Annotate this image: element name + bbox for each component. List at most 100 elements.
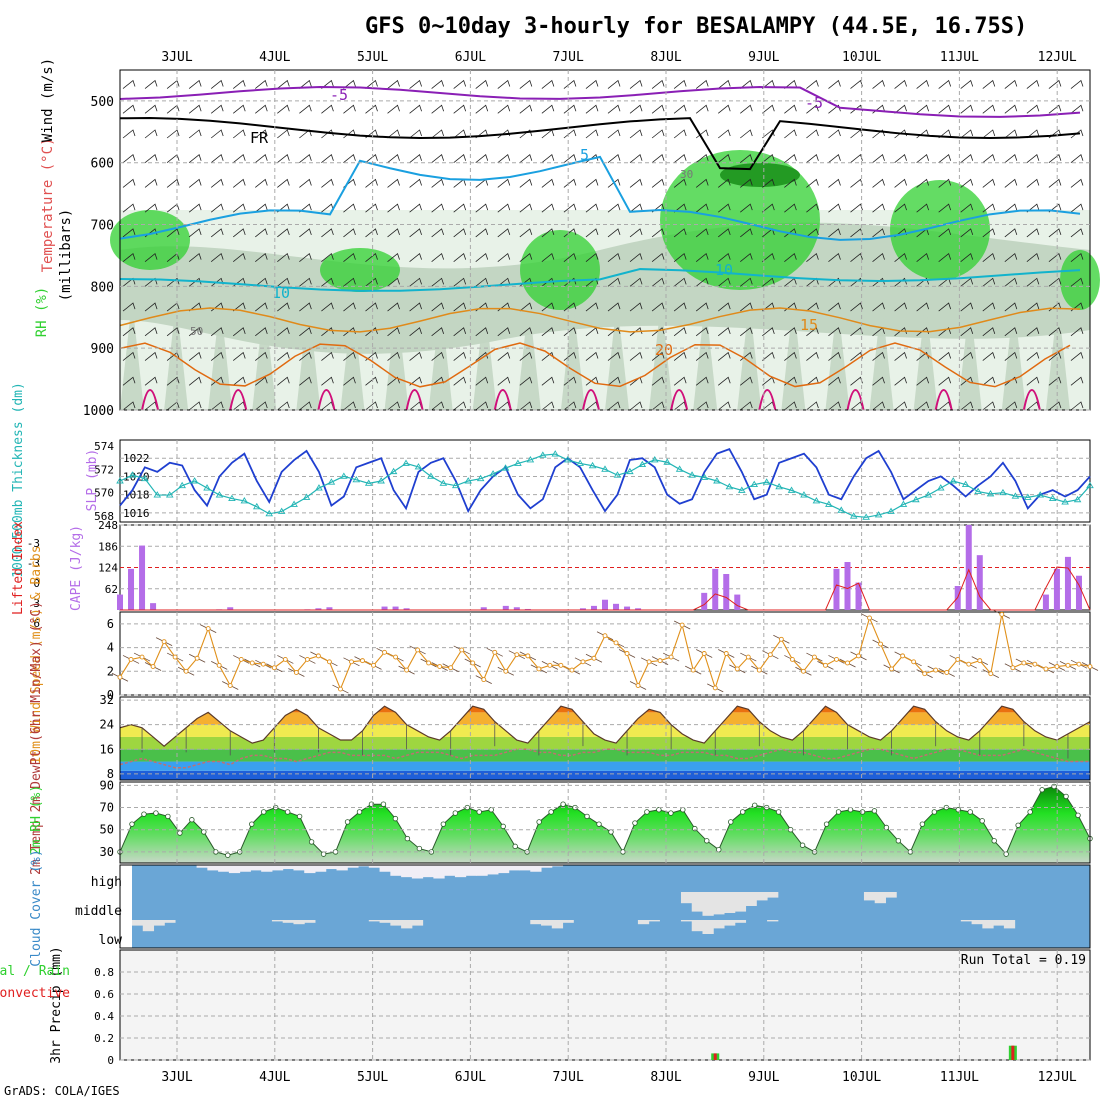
rh-marker [716, 846, 722, 853]
wind-barb [938, 327, 952, 337]
wind-barb [475, 376, 489, 386]
temp-band [120, 706, 1090, 713]
wind-speed-marker [249, 660, 255, 666]
wind-speed-marker [756, 667, 762, 673]
wind-barb [585, 129, 599, 139]
wind-barb [695, 302, 709, 312]
wind-barb [365, 154, 378, 164]
wind-barb [828, 351, 841, 361]
rh-marker [392, 815, 399, 822]
wind-barb [629, 79, 643, 89]
wind-speed-marker [238, 656, 244, 662]
rh-marker [488, 807, 494, 813]
cape-bar [701, 592, 708, 610]
wind-barb [982, 104, 996, 114]
wind-barb [1070, 129, 1084, 139]
thickness-marker [526, 456, 535, 463]
date-label-top: 4JUL [259, 50, 290, 65]
wind-barb [299, 104, 312, 114]
thickness-marker [1086, 481, 1094, 489]
cape-bar [635, 608, 642, 610]
wind-barb [409, 351, 422, 361]
wind-barb [144, 376, 158, 386]
ylabel-precip-convective: Convective [0, 986, 70, 1001]
wind-barb [431, 351, 445, 361]
wind-barb [629, 154, 643, 164]
wind-barb [828, 277, 841, 287]
wind-barb [607, 79, 621, 89]
wind-barb [563, 302, 577, 312]
cloud-cell-high [422, 865, 434, 878]
cloud-cell-high [239, 865, 251, 872]
wind-speed-marker [845, 660, 850, 666]
wind-barb [343, 302, 356, 312]
cloud-cell-high [476, 865, 488, 876]
wind-barb [255, 351, 268, 361]
slp-thickness-panel: 568 570 572 574 1016 1018 1020 1022 1000-500mb T… [11, 382, 1094, 578]
wind-barb [1004, 154, 1018, 164]
wind-barb [497, 178, 511, 188]
rh-marker [153, 810, 159, 816]
wind-barb [232, 302, 246, 312]
cloud-cell-high [465, 865, 477, 876]
cape-bar [624, 606, 631, 610]
wind-barb [585, 203, 599, 213]
wind-barb [519, 203, 533, 213]
wind-barb [872, 228, 885, 238]
wind-barb [299, 203, 312, 213]
ylabel-wind: Wind (m/s) [40, 58, 56, 142]
cape-bar [723, 574, 730, 610]
thickness-marker [638, 460, 647, 468]
cape-bar [734, 594, 741, 610]
wind-barb [387, 154, 400, 164]
wind-barb [144, 104, 158, 114]
cloud-tick: high [91, 875, 122, 890]
cloud-cell-low [530, 920, 542, 925]
wind-barb [828, 401, 841, 411]
wind-speed-marker [668, 654, 674, 660]
rh-tick: 70 [100, 801, 114, 815]
cloud-cell-low [734, 920, 747, 923]
date-label-top: 12JUL [1038, 50, 1077, 65]
wind-barb [717, 79, 731, 89]
cape-tick: 186 [98, 540, 118, 553]
wind-barb [784, 129, 797, 139]
wind-barb [695, 376, 709, 386]
wind-barb [894, 178, 907, 188]
rh-marker [859, 809, 866, 815]
wind-barb [872, 203, 885, 213]
wind-barb [585, 104, 599, 114]
wind-barb [629, 252, 643, 262]
wind-barb [982, 154, 996, 164]
wind-barb [188, 252, 202, 262]
isotherm-25 [846, 389, 865, 411]
wind-barb [188, 203, 202, 213]
wind-speed-marker [415, 647, 421, 653]
wind-barb [541, 252, 555, 262]
wind-barb [629, 203, 643, 213]
wind-barb [982, 203, 996, 213]
rh-saturated-blob [720, 163, 800, 187]
chart-title: GFS 0~10day 3-hourly for BESALAMPY (44.5… [365, 14, 1027, 39]
wind-speed-marker [117, 674, 123, 680]
wind-barb [695, 401, 709, 411]
wind-barb [519, 351, 533, 361]
wind-barb [607, 178, 621, 188]
wind-barb [960, 203, 974, 213]
wind-barb [387, 178, 400, 188]
wind-barb [255, 277, 268, 287]
wind-barb [541, 228, 555, 238]
wind-barb [563, 376, 577, 386]
wind-barb [1026, 104, 1040, 114]
rh-marker [871, 808, 878, 814]
wind-barb [740, 401, 753, 411]
thickness-marker [427, 472, 435, 479]
wind-barb [453, 277, 467, 287]
thickness-marker [849, 512, 858, 519]
wind-barb [828, 376, 841, 386]
cloud-cell-high [347, 865, 359, 868]
cloud-cell-middle [691, 892, 703, 912]
slp-line [119, 447, 1091, 514]
ylabel-wind10m: 10m Wind Speed (m/s) & Barbs [29, 545, 44, 764]
wind-barb [1070, 252, 1084, 262]
